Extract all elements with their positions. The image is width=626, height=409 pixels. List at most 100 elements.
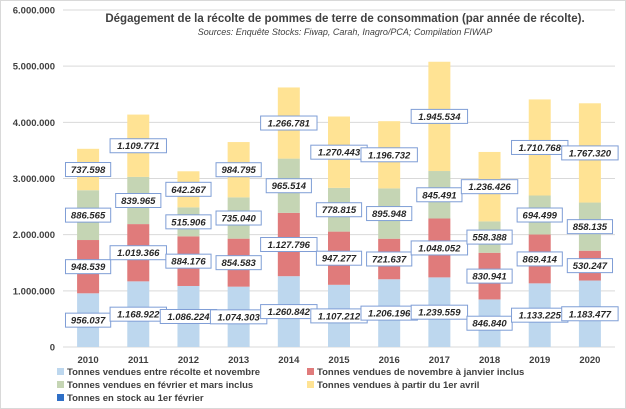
data-label-text: 846.840 [472, 319, 507, 330]
data-label: 1.206.196 [360, 305, 418, 321]
data-label: 1.945.534 [410, 108, 469, 124]
data-label: 1.127.796 [260, 237, 318, 253]
data-label-text: 558.388 [472, 233, 507, 244]
legend-label: Tonnes vendues de novembre à janvier inc… [317, 367, 524, 378]
data-labels: 956.037 948.539 886.565 737.598 1.168.922 1.0… [64, 108, 619, 331]
data-label: 830.941 [466, 268, 513, 284]
data-label: 956.037 [64, 312, 112, 328]
chart-subtitle: Sources: Enquête Stocks: Fiwap, Carah, I… [198, 27, 492, 37]
data-label: 948.539 [64, 259, 112, 275]
data-label: 642.267 [165, 181, 212, 197]
data-label-text: 1.109.771 [117, 141, 159, 152]
data-label: 1.266.781 [260, 115, 318, 131]
x-tick-label: 2018 [479, 355, 500, 366]
y-axis: 0 1.000.000 2.000.000 3.000.000 4.000.000 5.0… [13, 6, 55, 354]
data-label-box [466, 315, 513, 331]
data-label: 778.815 [315, 202, 363, 218]
x-axis: 2010 2011 2012 2013 2014 2015 2016 2017 2018 2019… [78, 355, 601, 366]
x-tick-label: 2012 [178, 355, 199, 366]
y-tick-label: 3.000.000 [13, 174, 55, 185]
data-label-text: 694.499 [523, 211, 558, 222]
data-label-text: 1.048.052 [418, 243, 461, 254]
data-label-box [460, 179, 519, 195]
data-label-box [109, 245, 167, 261]
legend-item: Tonnes vendues en février et mars inclus [57, 380, 253, 391]
legend-swatch [307, 381, 314, 388]
data-label-box [410, 240, 469, 256]
data-label-text: 1.133.225 [519, 311, 562, 322]
data-label-text: 721.637 [372, 254, 407, 265]
data-label: 737.598 [64, 162, 112, 178]
data-label: 1.236.426 [460, 179, 519, 195]
data-label-box [109, 138, 167, 154]
data-label: 858.135 [566, 219, 614, 235]
data-label-text: 869.414 [523, 254, 558, 265]
data-label: 839.965 [115, 193, 162, 209]
data-label: 558.388 [466, 229, 513, 245]
data-label-box [516, 251, 563, 267]
data-label: 846.840 [466, 315, 513, 331]
data-label: 1.260.842 [260, 304, 318, 320]
x-tick-label: 2017 [429, 355, 450, 366]
data-label: 884.176 [165, 253, 212, 269]
data-label: 895.948 [366, 206, 413, 222]
x-tick-label: 2011 [128, 355, 149, 366]
y-tick-label: 0 [50, 343, 55, 354]
data-label: 1.239.559 [410, 304, 469, 320]
data-label-text: 1.127.796 [268, 240, 311, 251]
data-label-text: 1.710.768 [519, 143, 562, 154]
x-tick-label: 2019 [529, 355, 550, 366]
data-label-text: 1.019.366 [117, 248, 160, 259]
data-label-text: 1.206.196 [368, 309, 411, 320]
data-label: 854.583 [215, 255, 262, 271]
data-label-box [566, 258, 614, 274]
legend-swatch [307, 368, 314, 375]
y-tick-label: 5.000.000 [13, 62, 55, 73]
data-label-text: 735.040 [221, 214, 256, 225]
data-label-box [215, 210, 262, 226]
legend-swatch [57, 368, 64, 375]
data-label-box [260, 115, 318, 131]
data-label: 1.109.771 [109, 138, 167, 154]
data-label-box [561, 145, 619, 161]
data-label-text: 830.941 [472, 272, 506, 283]
legend-item: Tonnes vendues entre récolte et novembre [57, 367, 260, 378]
data-label-box [165, 253, 212, 269]
legend-label: Tonnes vendues en février et mars inclus [67, 380, 253, 391]
data-label-box [366, 251, 413, 267]
data-label: 721.637 [366, 251, 413, 267]
data-label-text: 965.514 [272, 181, 307, 192]
data-label-text: 1.183.477 [569, 309, 612, 320]
data-label: 1.086.224 [159, 308, 218, 324]
data-label: 1.710.768 [511, 139, 569, 155]
data-label: 965.514 [265, 178, 312, 194]
legend-item: Tonnes en stock au 1er février [57, 393, 204, 404]
data-label-text: 530.247 [573, 261, 608, 272]
data-label-box [360, 147, 418, 163]
data-label-text: 1.168.922 [117, 310, 160, 321]
data-label-box [64, 207, 112, 223]
data-label-box [64, 162, 112, 178]
y-tick-label: 6.000.000 [13, 6, 55, 17]
data-label-box [466, 229, 513, 245]
data-label: 886.565 [64, 207, 112, 223]
data-label: 1.168.922 [109, 306, 167, 322]
data-label-text: 515.906 [171, 217, 206, 228]
data-label-text: 642.267 [171, 185, 206, 196]
data-label: 1.270.443 [310, 144, 368, 160]
data-label-box [215, 162, 262, 178]
data-label: 1.107.212 [310, 308, 368, 324]
data-label-text: 886.565 [71, 211, 106, 222]
data-label-text: 839.965 [121, 196, 156, 207]
data-label-text: 1.074.303 [218, 312, 261, 323]
bars [77, 61, 601, 347]
data-label-box [466, 268, 513, 284]
x-tick-label: 2020 [579, 355, 600, 366]
data-label: 984.795 [215, 162, 262, 178]
x-tick-label: 2014 [278, 355, 300, 366]
legend-label: Tonnes vendues à partir du 1er avril [317, 380, 479, 391]
data-label-box [561, 306, 619, 322]
data-label-text: 1.107.212 [318, 311, 361, 322]
